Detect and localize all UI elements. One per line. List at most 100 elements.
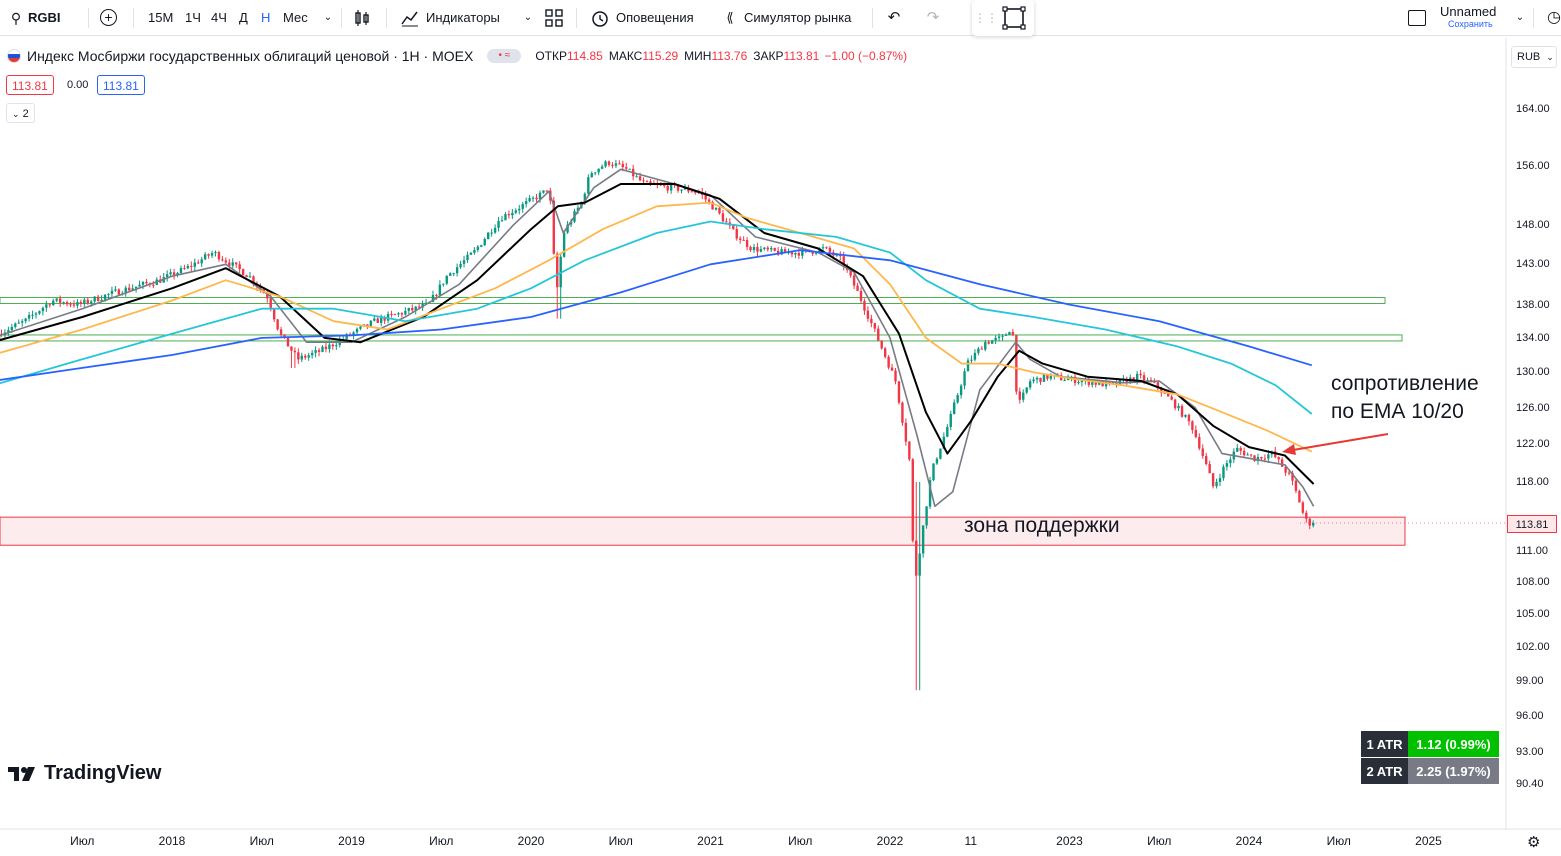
undo-button[interactable]: ↶ (884, 0, 904, 35)
candle-body (707, 199, 711, 202)
interval-4h[interactable]: 4Ч (211, 10, 227, 25)
clock-icon: ◷ (1547, 8, 1561, 26)
price-tick-label: 108.00 (1516, 576, 1550, 589)
candle-body (255, 283, 259, 287)
candle-body (373, 318, 376, 321)
candle-body (583, 193, 587, 203)
candle-body (1201, 448, 1204, 456)
fullscreen-icon (1002, 6, 1026, 30)
divider (386, 8, 387, 28)
candle-body (1256, 456, 1260, 462)
interval-month[interactable]: Мес (283, 10, 308, 25)
templates-button[interactable] (544, 0, 564, 35)
tradingview-logo[interactable]: TradingView (8, 762, 161, 785)
interval-dropdown[interactable]: ⌄ (318, 0, 338, 35)
candle-body (103, 294, 107, 300)
interval-day[interactable]: Д (239, 10, 248, 25)
ask-price[interactable]: 113.81 (97, 75, 145, 95)
candle-body (763, 247, 766, 250)
candle-body (835, 254, 839, 256)
candle-body (1115, 382, 1118, 385)
resistance-annotation-line2[interactable]: по ЕМА 10/20 (1331, 400, 1464, 423)
candle-body (48, 304, 52, 306)
layout-name-button[interactable]: Unnamed Сохранить (1440, 4, 1497, 30)
layout-dropdown[interactable]: ⌄ (1510, 0, 1530, 35)
candle-body (1249, 454, 1253, 456)
candle-body (732, 225, 735, 230)
candle-body (811, 251, 814, 254)
candle-body (1312, 523, 1315, 526)
candle-body (521, 204, 524, 209)
redo-button[interactable]: ↷ (923, 0, 943, 35)
alerts-button[interactable]: Оповещения (590, 0, 694, 35)
candle-body (324, 346, 328, 350)
interval-15m[interactable]: 15М (148, 10, 174, 25)
price-tick-label: 93.00 (1516, 745, 1544, 758)
compare-button[interactable]: + (100, 0, 117, 35)
indicators-button[interactable]: Индикаторы (400, 0, 500, 35)
candle-body (283, 334, 286, 338)
candle-body (866, 310, 870, 319)
candle-body (1291, 472, 1294, 481)
candle-body (576, 207, 580, 212)
candle-body (652, 183, 656, 185)
candle-body (438, 284, 442, 296)
redo-icon: ↷ (926, 8, 940, 26)
candle-body (966, 360, 970, 372)
candle-body (290, 346, 293, 351)
candle-body (27, 315, 31, 319)
candle-body (839, 254, 842, 257)
level-line (0, 334, 1403, 342)
atr-label: 2 ATR (1361, 758, 1408, 784)
divider (872, 8, 873, 28)
candle-body (1080, 380, 1084, 383)
interval-1h[interactable]: 1Ч (185, 10, 201, 25)
symbol-title[interactable]: Индекс Мосбиржи государственных облигаци… (27, 48, 474, 64)
chevron-down-icon: ⌄ (12, 109, 20, 119)
rewind-icon: ⟪ (726, 9, 734, 25)
replay-button[interactable]: ⟪ Симулятор рынка (720, 0, 851, 35)
symbol-search[interactable]: ⚲ RGBI (6, 0, 61, 35)
indicators-dropdown[interactable]: ⌄ (518, 0, 538, 35)
candle-body (1215, 481, 1218, 487)
axis-settings-button[interactable]: ⚙ (1527, 833, 1540, 851)
candle-body (269, 298, 272, 309)
candle-body (883, 348, 887, 357)
chart-type-button[interactable] (352, 0, 372, 35)
support-zone-annotation[interactable]: зона поддержки (964, 514, 1120, 537)
candle-body (1287, 472, 1291, 474)
candle-body (821, 247, 825, 249)
candle-body (814, 252, 818, 254)
candle-body (1025, 387, 1028, 393)
candle-body (1177, 405, 1180, 409)
candle-body (790, 252, 794, 255)
interval-week[interactable]: Н (261, 10, 271, 25)
candle-body (704, 194, 707, 200)
candle-body (1270, 451, 1273, 455)
candle-body (1160, 388, 1163, 393)
candle-body (908, 441, 911, 460)
drawing-toolbar-toggle[interactable]: ⋮⋮ (972, 0, 1034, 36)
candle-body (45, 304, 48, 308)
candle-body (1049, 375, 1053, 379)
time-tick-label: 2019 (338, 834, 365, 848)
eye-icon[interactable]: • ≈ (487, 49, 522, 63)
chart-legend: Индекс Мосбиржи государственных облигаци… (0, 45, 907, 67)
clock-button[interactable]: ◷ (1544, 0, 1561, 35)
candle-body (1004, 334, 1008, 336)
layout-icon-button[interactable] (1408, 0, 1426, 35)
candle-body (486, 232, 490, 240)
indicators-collapse-button[interactable]: ⌄ 2 (6, 103, 35, 123)
bid-price[interactable]: 113.81 (6, 75, 54, 95)
candle-body (100, 299, 103, 301)
time-tick-label: Июл (788, 834, 813, 848)
candle-body (1225, 463, 1229, 467)
candle-body (1122, 378, 1125, 380)
candle-body (528, 198, 531, 202)
resistance-annotation-line1[interactable]: сопротивление (1331, 372, 1479, 395)
candle-body (62, 302, 65, 304)
price-tick-label: 111.00 (1516, 545, 1549, 558)
currency-button[interactable]: RUB ⌄ (1511, 46, 1557, 68)
price-tick-label: 143.00 (1516, 258, 1550, 271)
